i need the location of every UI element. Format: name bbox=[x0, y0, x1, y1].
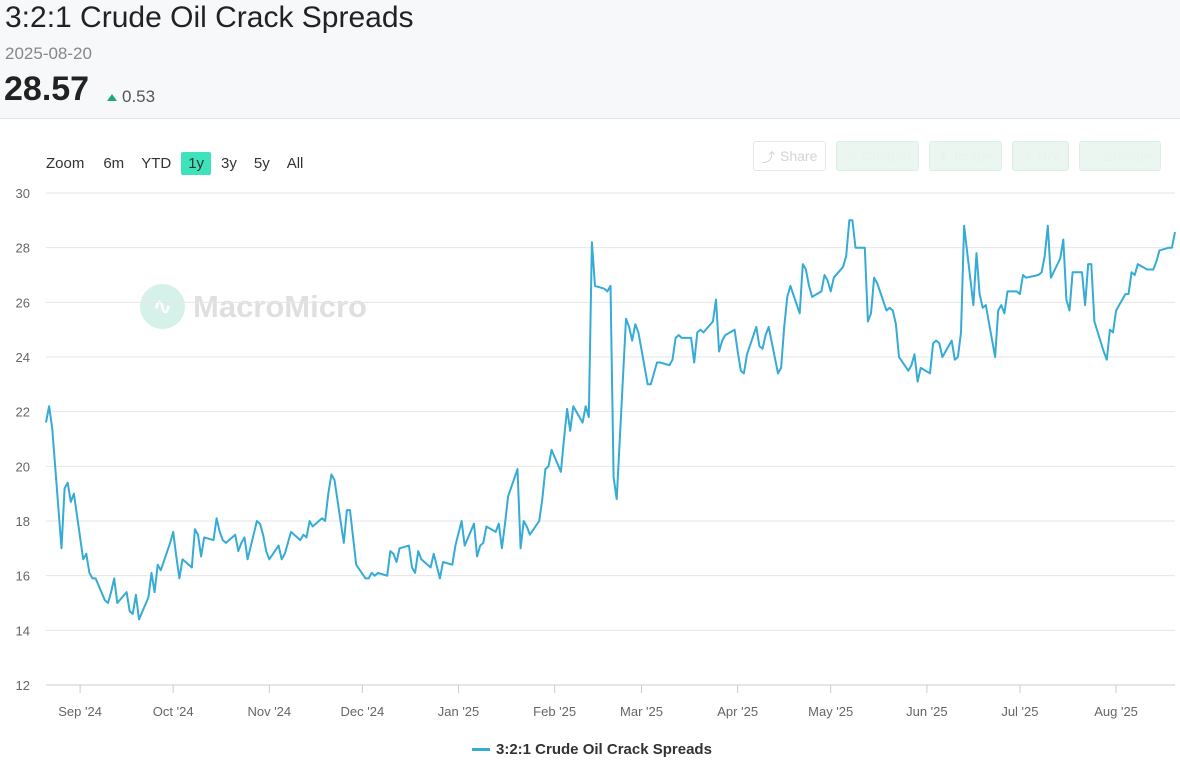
download-icon: ⬇ bbox=[938, 148, 950, 163]
zoom-selector: Zoom 6m YTD 1y 3y 5y All bbox=[46, 152, 313, 175]
watermark-text: MacroMicro bbox=[193, 288, 367, 324]
x-tick-label: Jan '25 bbox=[438, 704, 480, 719]
share-label: Share bbox=[780, 148, 818, 164]
custom-label: Custom bbox=[862, 148, 911, 164]
x-tick-label: Oct '24 bbox=[153, 704, 194, 719]
page-title: 3:2:1 Crude Oil Crack Spreads bbox=[5, 1, 414, 34]
x-tick-label: May '25 bbox=[808, 704, 853, 719]
x-tick-label: Sep '24 bbox=[58, 704, 102, 719]
y-tick-label: 20 bbox=[16, 459, 30, 474]
x-tick-label: Nov '24 bbox=[247, 704, 291, 719]
chart-legend[interactable]: 3:2:1 Crude Oil Crack Spreads bbox=[472, 741, 712, 758]
x-tick-label: Mar '25 bbox=[620, 704, 663, 719]
custom-button[interactable]: ⚙ Custom bbox=[836, 141, 920, 171]
x-tick-label: Dec '24 bbox=[341, 704, 385, 719]
zoom-all-button[interactable]: All bbox=[286, 155, 304, 172]
x-tick-label: Feb '25 bbox=[533, 704, 576, 719]
pencil-icon: ✎ bbox=[1021, 148, 1032, 163]
zoom-1y-button[interactable]: 1y bbox=[181, 152, 212, 175]
triangle-up-icon bbox=[107, 93, 117, 101]
y-tick-label: 26 bbox=[16, 295, 30, 310]
y-tick-label: 22 bbox=[16, 405, 30, 420]
change-indicator: 0.53 bbox=[107, 87, 155, 107]
y-tick-label: 30 bbox=[16, 186, 30, 201]
share-button[interactable]: ⤴ Share bbox=[753, 141, 827, 171]
latest-value: 28.57 bbox=[4, 70, 90, 108]
series-line bbox=[45, 219, 1176, 621]
macromicro-logo-icon: ∿ bbox=[140, 284, 185, 329]
chart-toolbar: ⤴ Share ⚙ Custom ⬇ Image ✎ DIY ⤢ Enlarge bbox=[753, 141, 1162, 171]
zoom-3y-button[interactable]: 3y bbox=[221, 155, 237, 172]
image-button[interactable]: ⬇ Image bbox=[929, 141, 1003, 171]
x-tick-label: Jul '25 bbox=[1001, 704, 1038, 719]
x-tick-label: Aug '25 bbox=[1094, 704, 1138, 719]
zoom-5y-button[interactable]: 5y bbox=[253, 155, 270, 172]
x-tick-label: Apr '25 bbox=[717, 704, 758, 719]
y-tick-label: 14 bbox=[16, 623, 30, 638]
expand-icon: ⤢ bbox=[1088, 148, 1099, 163]
y-tick-label: 24 bbox=[16, 350, 30, 365]
legend-series-label: 3:2:1 Crude Oil Crack Spreads bbox=[496, 741, 712, 758]
share-icon: ⤴ bbox=[762, 149, 776, 165]
change-value: 0.53 bbox=[122, 87, 156, 106]
last-update-date: 2025-08-20 bbox=[5, 44, 92, 63]
zoom-ytd-button[interactable]: YTD bbox=[141, 155, 172, 172]
header: 3:2:1 Crude Oil Crack Spreads 2025-08-20… bbox=[0, 0, 1180, 119]
y-tick-label: 12 bbox=[16, 678, 30, 693]
enlarge-label: Enlarge bbox=[1103, 148, 1153, 164]
line-chart: 12 14 16 18 20 22 24 26 28 30 Sep '24 Oct '24 Nov '2… bbox=[16, 186, 1176, 719]
diy-button[interactable]: ✎ DIY bbox=[1012, 141, 1070, 171]
y-tick-label: 28 bbox=[16, 241, 30, 256]
watermark: ∿ MacroMicro bbox=[140, 284, 367, 329]
diy-label: DIY bbox=[1037, 148, 1061, 164]
zoom-label: Zoom bbox=[46, 155, 85, 172]
image-label: Image bbox=[954, 148, 994, 164]
legend-line-swatch bbox=[472, 748, 490, 751]
enlarge-button[interactable]: ⤢ Enlarge bbox=[1079, 141, 1162, 171]
zoom-6m-button[interactable]: 6m bbox=[103, 155, 125, 172]
x-tick-label: Jun '25 bbox=[906, 704, 948, 719]
y-tick-label: 16 bbox=[16, 569, 30, 584]
y-tick-label: 18 bbox=[16, 514, 30, 529]
gear-icon: ⚙ bbox=[845, 148, 858, 163]
